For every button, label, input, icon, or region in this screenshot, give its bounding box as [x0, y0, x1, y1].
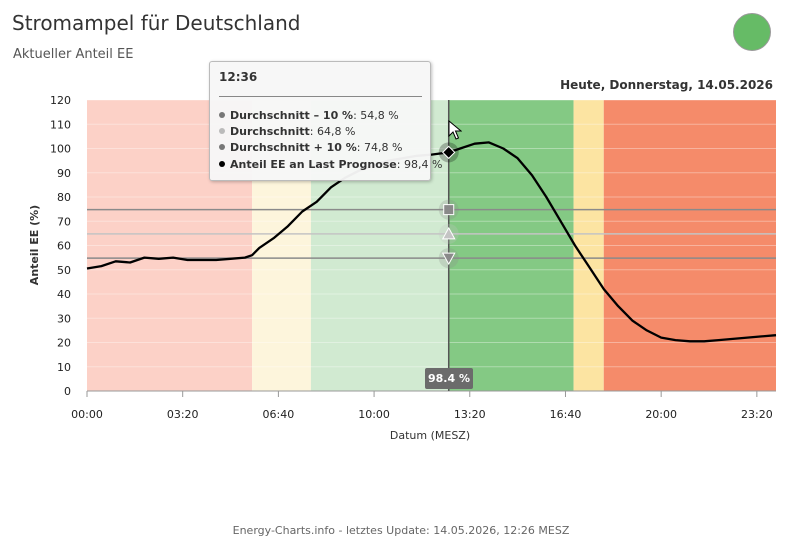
color-band	[448, 100, 574, 391]
x-tick-label: 10:00	[358, 408, 390, 421]
x-tick-label: 23:20	[741, 408, 773, 421]
tooltip-row: Anteil EE an Last Prognose: 98,4 %	[219, 158, 442, 171]
page-title: Stromampel für Deutschland	[12, 11, 301, 35]
square-marker-icon	[443, 204, 455, 216]
x-tick-label: 20:00	[645, 408, 677, 421]
y-tick-label: 80	[57, 191, 71, 204]
y-tick-label: 120	[50, 94, 71, 107]
tooltip-row-value: : 54,8 %	[353, 109, 399, 122]
y-tick-label: 30	[57, 312, 71, 325]
reference-lines	[87, 208, 776, 259]
x-tick-label: 16:40	[550, 408, 582, 421]
y-tick-label: 90	[57, 167, 71, 180]
x-tick-label: 00:00	[71, 408, 103, 421]
y-axis-title: Anteil EE (%)	[28, 205, 41, 285]
footer-update-info: Energy-Charts.info - letztes Update: 14.…	[232, 524, 570, 537]
hover-markers	[438, 142, 459, 269]
tooltip-row-name: Durchschnitt + 10 %	[230, 141, 357, 154]
tooltip: 12:36 Durchschnitt – 10 %: 54,8 % Durchs…	[209, 61, 442, 181]
y-tick-label: 40	[57, 288, 71, 301]
tooltip-row-name: Durchschnitt	[230, 125, 310, 138]
y-tick-label: 20	[57, 337, 71, 350]
y-tick-label: 10	[57, 361, 71, 374]
tooltip-time: 12:36	[219, 70, 258, 84]
dot-icon	[219, 112, 225, 118]
triangle-up-marker-icon	[441, 226, 456, 240]
tooltip-divider	[219, 96, 422, 97]
tooltip-row: Durchschnitt: 64,8 %	[219, 125, 355, 138]
y-tick-label: 100	[50, 143, 71, 156]
date-label: Heute, Donnerstag, 14.05.2026	[560, 78, 773, 92]
color-band	[603, 100, 776, 391]
x-axis: 00:00 03:20 06:40 10:00 13:20 16:40 20:00 23:20	[71, 391, 773, 421]
tooltip-row: Durchschnitt – 10 %: 54,8 %	[219, 109, 399, 122]
tooltip-row-value: : 64,8 %	[309, 125, 356, 138]
y-axis: 0 10 20 30 40 50 60 70 80 90 100 110 120	[50, 94, 71, 398]
dot-icon	[219, 161, 225, 167]
mouse-cursor-icon	[448, 120, 462, 140]
tooltip-row: Durchschnitt + 10 %: 74,8 %	[219, 141, 402, 154]
diamond-marker-icon	[442, 145, 456, 160]
x-tick-label: 03:20	[167, 408, 199, 421]
tooltip-row-name: Durchschnitt – 10 %	[230, 109, 354, 122]
dot-icon	[219, 144, 225, 150]
y-tick-label: 70	[57, 215, 71, 228]
y-tick-label: 50	[57, 264, 71, 277]
x-tick-label: 06:40	[263, 408, 295, 421]
tooltip-row-value: : 74,8 %	[356, 141, 403, 154]
triangle-down-marker-icon	[441, 252, 456, 266]
traffic-light-indicator	[733, 13, 771, 51]
tooltip-row-value: : 98,4 %	[396, 158, 443, 171]
crosshair-value-label: 98.4 %	[425, 368, 473, 389]
dot-icon	[219, 128, 225, 134]
y-tick-label: 60	[57, 240, 71, 253]
y-tick-label: 0	[64, 385, 71, 398]
x-axis-title: Datum (MESZ)	[390, 429, 470, 442]
color-band	[573, 100, 604, 391]
page-subtitle: Aktueller Anteil EE	[13, 47, 134, 62]
tooltip-row-name: Anteil EE an Last Prognose	[230, 158, 397, 171]
y-tick-label: 110	[50, 118, 71, 131]
x-tick-label: 13:20	[454, 408, 486, 421]
